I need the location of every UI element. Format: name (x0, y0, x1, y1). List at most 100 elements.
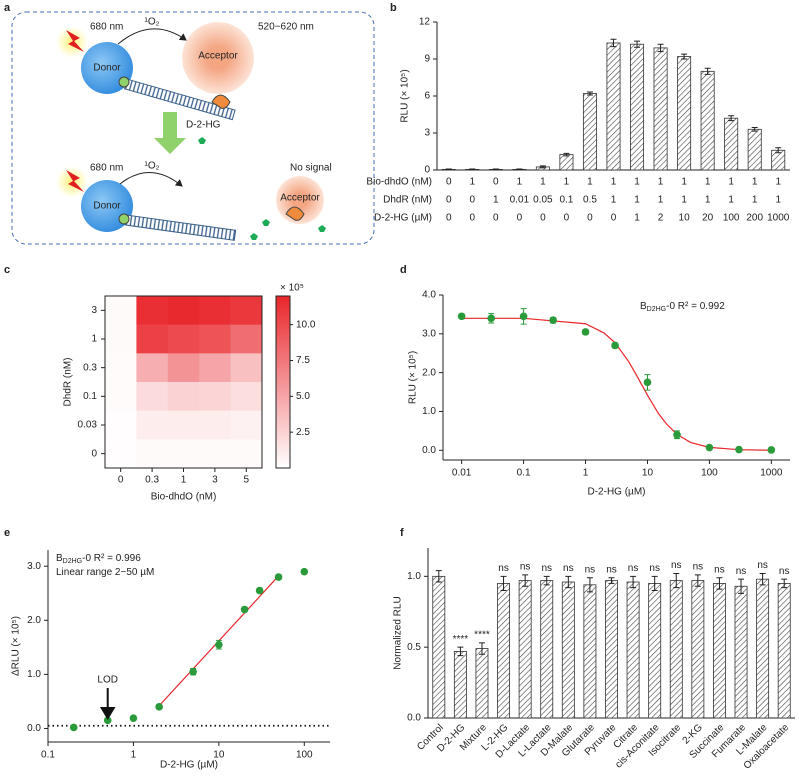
heatmap-cell (105, 353, 137, 383)
table-cell: 0.5 (583, 195, 597, 206)
error-bar (673, 573, 680, 589)
data-point (487, 314, 495, 323)
error-bar (522, 574, 529, 587)
singlet-oxygen: ¹O₂ (145, 17, 160, 28)
heatmap-cell (167, 382, 200, 411)
x-tick-label: 10 (213, 750, 225, 761)
x-tick-label: 0.1 (517, 468, 531, 479)
data-point (457, 312, 466, 321)
annotation-text: B (56, 553, 63, 564)
y-tick-label: 0.0 (407, 713, 421, 724)
x-tick-label: 3 (212, 475, 218, 486)
table-cell: 0 (446, 195, 452, 206)
y-tick-label: 1 (91, 334, 97, 345)
heatmap-cell (199, 353, 231, 383)
result: No signal (290, 163, 332, 174)
heatmap-cell (167, 296, 200, 325)
annotation-text: B (640, 301, 647, 312)
heatmap-cell (230, 296, 263, 325)
x-axis-title: D-2-HG (µM) (160, 760, 218, 771)
table-cell: 1 (611, 195, 617, 206)
y-axis-title: Normalized RLU (393, 596, 404, 669)
data-point (240, 605, 249, 614)
table-cell: 2 (658, 213, 664, 224)
light-bolt (66, 30, 84, 52)
error-bar (500, 575, 507, 591)
y-tick-label: 0.5 (407, 642, 421, 653)
heatmap-cell (199, 382, 231, 411)
data-point (611, 341, 619, 350)
error-bar (543, 575, 550, 586)
table-cell: 1 (752, 177, 758, 188)
table-cell: 0 (587, 213, 593, 224)
table-cell: 1 (470, 177, 476, 188)
table-row-label: Bio-dhdO (nM) (366, 177, 432, 188)
significance-label: ns (736, 566, 747, 577)
significance-label: ns (693, 562, 704, 573)
donor-label: Donor (93, 201, 121, 212)
data-point (215, 640, 223, 649)
y-tick-label: 0.3 (83, 362, 97, 373)
y-tick-label: 0.0 (27, 723, 41, 734)
heatmap-cell (230, 410, 263, 440)
annotation-text: -0 R² = 0.992 (666, 301, 725, 312)
error-bar (751, 126, 758, 132)
error-bar (694, 574, 701, 587)
error-bar (610, 38, 617, 48)
x-tick-label: 5 (244, 475, 250, 486)
table-cell: 1 (517, 177, 523, 188)
heatmap-cell (230, 439, 263, 469)
y-tick-label: 4.0 (422, 290, 436, 301)
significance-label: ns (606, 564, 617, 575)
heatmap-cell (105, 296, 137, 325)
table-cell: 1 (728, 177, 734, 188)
heatmap-cell (230, 353, 263, 383)
error-bar (492, 168, 499, 171)
colorbar-tick-label: 10.0 (296, 319, 316, 330)
table-cell: 1 (658, 177, 664, 188)
heatmap-cell (230, 382, 263, 411)
y-tick-label: 2.0 (27, 615, 41, 626)
significance-label: ns (541, 563, 552, 574)
bar (432, 575, 446, 719)
table-cell: 0 (446, 213, 452, 224)
y-tick-label: 3.0 (422, 328, 436, 339)
bar (734, 585, 748, 719)
table-cell: 200 (746, 213, 763, 224)
heatmap-cell (105, 439, 137, 469)
analyte-molecule (250, 233, 258, 240)
error-bar (738, 578, 745, 594)
x-tick-label: 10 (642, 468, 654, 479)
bar (518, 580, 532, 719)
analyte-molecule (198, 137, 206, 144)
x-tick-label: 1000 (760, 468, 783, 479)
data-point (274, 573, 283, 581)
data-point (673, 430, 681, 439)
error-bar (435, 570, 442, 583)
data-point (549, 316, 557, 325)
x-tick-label: 0.1 (41, 750, 55, 761)
panel-letter: d (400, 264, 407, 276)
panel-letter: f (400, 527, 404, 539)
bar (606, 42, 621, 171)
table-row-label: DhdR (nM) (383, 195, 432, 206)
y-tick-label: 1.0 (407, 571, 421, 582)
heatmap-cell (136, 324, 169, 354)
dna-probe (124, 214, 237, 241)
lod-arrow (99, 688, 116, 720)
data-point (767, 446, 776, 454)
table-cell: 1 (775, 195, 781, 206)
bar (724, 117, 739, 171)
heatmap-cell (199, 410, 231, 440)
dhdr-protein (211, 94, 231, 109)
error-bar (469, 168, 476, 171)
x-tick-label: 100 (701, 468, 718, 479)
donor-label: Donor (93, 63, 121, 74)
y-tick-label: 0.0 (422, 445, 436, 456)
bar (630, 43, 645, 171)
y-axis-title: RLU (× 10⁵) (400, 69, 411, 122)
table-cell: 0 (564, 213, 570, 224)
significance-label: ns (563, 563, 574, 574)
heatmap-cell (136, 353, 169, 383)
bar (582, 93, 597, 171)
